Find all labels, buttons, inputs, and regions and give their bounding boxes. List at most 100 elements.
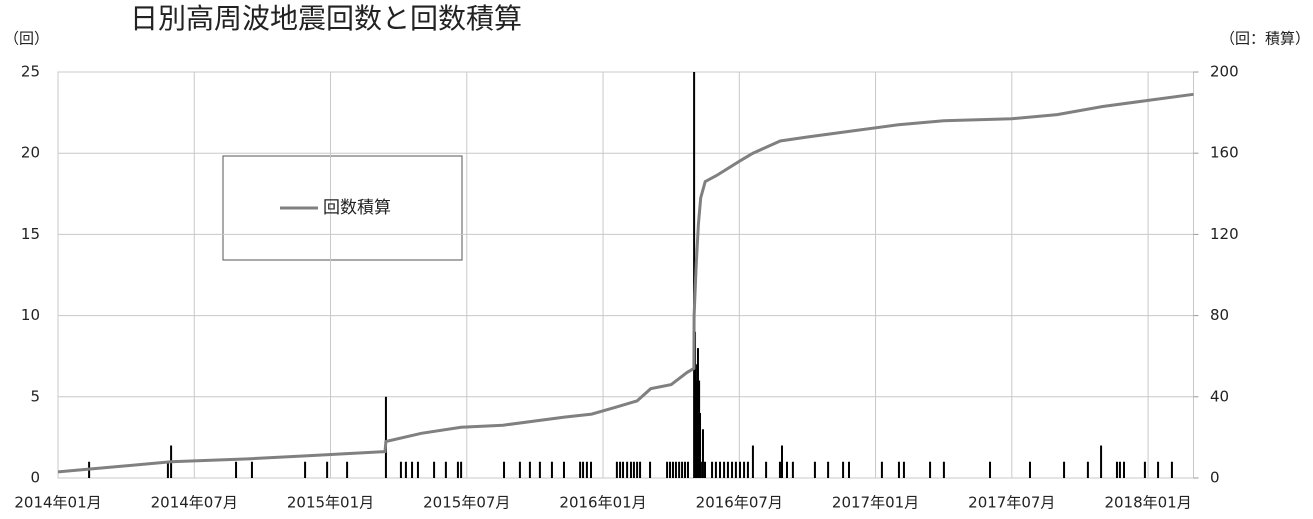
bar [636, 461, 639, 478]
x-tick-label: 2016年01月 [559, 494, 646, 512]
bar [444, 461, 447, 478]
bar [880, 461, 883, 478]
bar [639, 461, 642, 478]
bar [1028, 461, 1031, 478]
bar [619, 461, 622, 478]
bar [404, 461, 407, 478]
bar [384, 396, 387, 478]
bar [902, 461, 905, 478]
bar [738, 461, 741, 478]
bar [780, 445, 783, 478]
bar [632, 461, 635, 478]
bar [929, 461, 932, 478]
chart-title: 日別高周波地震回数と回数積算 [130, 2, 522, 35]
bar [1157, 461, 1160, 478]
bar [615, 461, 618, 478]
legend-box [222, 155, 463, 261]
bar [585, 461, 588, 478]
bar [827, 461, 830, 478]
bar [166, 461, 169, 478]
bar [686, 461, 689, 478]
x-tick-label: 2015年01月 [287, 494, 374, 512]
bar [622, 461, 625, 478]
x-tick-label: 2014年01月 [14, 494, 101, 512]
bar [989, 461, 992, 478]
bar [433, 461, 436, 478]
bar [723, 461, 726, 478]
bar [1086, 461, 1089, 478]
bar [250, 461, 253, 478]
bar [734, 461, 737, 478]
bar [518, 461, 521, 478]
bar [942, 461, 945, 478]
bar [897, 461, 900, 478]
bar [842, 461, 845, 478]
y2-tick-label: 200 [1210, 63, 1239, 81]
legend-label: 回数積算 [323, 198, 391, 218]
bar [701, 429, 704, 478]
bar [674, 461, 677, 478]
bar [751, 445, 754, 478]
x-tick-label: 2015年07月 [423, 494, 510, 512]
bar [694, 364, 697, 478]
y-tick-label: 25 [21, 63, 40, 81]
bar [1063, 461, 1066, 478]
bar [847, 461, 850, 478]
bar [416, 461, 419, 478]
y2-tick-label: 0 [1210, 469, 1220, 487]
bar [399, 461, 402, 478]
bar [791, 461, 794, 478]
y-tick-label: 5 [30, 387, 40, 405]
bar [503, 461, 506, 478]
bar [550, 461, 553, 478]
bar [326, 461, 329, 478]
bar [678, 461, 681, 478]
y2-axis-label: （回：積算） [1220, 30, 1310, 48]
bar [235, 461, 238, 478]
bar [718, 461, 721, 478]
bar [684, 461, 687, 478]
x-tick-label: 2017年01月 [832, 494, 919, 512]
bar [746, 461, 749, 478]
bar [696, 348, 699, 478]
bar [704, 461, 707, 478]
y-tick-label: 20 [21, 144, 40, 162]
bar [460, 461, 463, 478]
bar [1100, 445, 1103, 478]
bar [411, 461, 414, 478]
bar [778, 461, 781, 478]
bar [629, 461, 632, 478]
x-tick-label: 2016年07月 [696, 494, 783, 512]
bar [582, 461, 585, 478]
y2-tick-label: 40 [1210, 387, 1229, 405]
bar [699, 413, 702, 478]
bar [743, 461, 746, 478]
bar [528, 461, 531, 478]
bar [666, 461, 669, 478]
bar [590, 461, 593, 478]
bar [304, 461, 307, 478]
bar [693, 72, 696, 478]
y-tick-label: 15 [21, 225, 40, 243]
bar [456, 461, 459, 478]
y2-tick-label: 80 [1210, 306, 1229, 324]
bar [714, 461, 717, 478]
bar [626, 461, 629, 478]
plot-area [57, 71, 1194, 479]
bar [579, 461, 582, 478]
x-tick-label: 2017年07月 [968, 494, 1055, 512]
x-tick-label: 2014年07月 [151, 494, 238, 512]
bar [669, 461, 672, 478]
bar [711, 461, 714, 478]
bar [346, 461, 349, 478]
bar [765, 461, 768, 478]
y-tick-label: 10 [21, 306, 40, 324]
bar [813, 461, 816, 478]
bar [671, 461, 674, 478]
bar [562, 461, 565, 478]
y2-tick-label: 160 [1210, 144, 1239, 162]
bar [649, 461, 652, 478]
bar [1115, 461, 1118, 478]
y-tick-label: 0 [30, 469, 40, 487]
